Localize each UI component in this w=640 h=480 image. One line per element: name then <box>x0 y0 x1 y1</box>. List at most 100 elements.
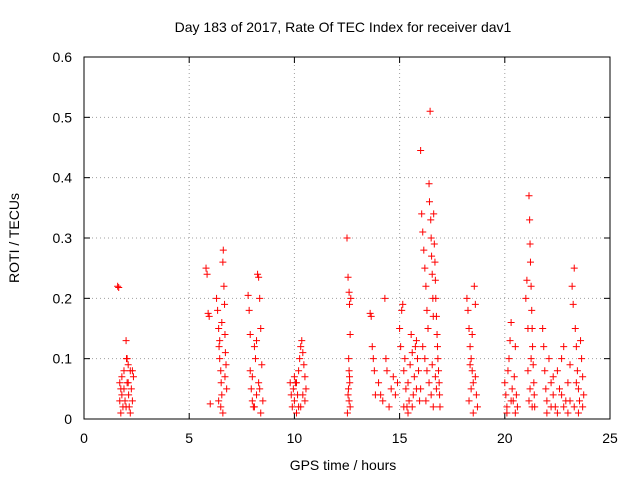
data-point <box>217 379 225 387</box>
data-point <box>573 367 581 375</box>
data-point <box>579 403 587 411</box>
data-point <box>568 282 576 290</box>
data-point <box>366 309 374 317</box>
data-point <box>401 355 409 363</box>
data-point <box>214 306 222 314</box>
data-point <box>524 367 532 375</box>
data-point <box>248 397 256 405</box>
data-point <box>250 343 258 351</box>
x-tick-label: 5 <box>185 430 193 446</box>
data-point <box>346 403 354 411</box>
data-point <box>471 373 479 381</box>
x-tick-label: 0 <box>80 430 88 446</box>
data-point <box>295 367 303 375</box>
y-tick-label: 0.3 <box>53 230 73 246</box>
data-point <box>128 367 136 375</box>
data-point <box>301 397 309 405</box>
data-point <box>547 379 555 387</box>
y-tick-label: 0.2 <box>53 290 73 306</box>
data-point <box>126 409 134 417</box>
data-point <box>408 403 416 411</box>
data-point <box>404 409 412 417</box>
data-point <box>560 403 568 411</box>
data-point <box>463 294 471 302</box>
data-point <box>215 343 223 351</box>
data-point <box>431 373 439 381</box>
data-point <box>221 349 229 357</box>
data-point <box>528 306 536 314</box>
data-point <box>246 367 254 375</box>
data-point <box>580 391 588 399</box>
data-point <box>428 270 436 278</box>
data-point <box>222 361 230 369</box>
axis-ticks: 0 5 10 15 20 25 0 0.1 0.2 0.3 0.4 0.5 0.6 <box>53 49 618 446</box>
data-point <box>254 270 262 278</box>
data-point <box>247 385 255 393</box>
data-point <box>217 367 225 375</box>
data-point <box>472 391 480 399</box>
data-point <box>435 379 443 387</box>
data-point <box>423 306 431 314</box>
data-point <box>202 264 210 272</box>
data-point <box>570 264 578 272</box>
data-point <box>425 379 433 387</box>
data-point <box>219 258 227 266</box>
data-point <box>468 367 476 375</box>
data-point <box>383 367 391 375</box>
data-point <box>408 349 416 357</box>
data-point <box>346 379 354 387</box>
data-point <box>436 403 444 411</box>
data-point <box>218 318 226 326</box>
data-point <box>507 318 515 326</box>
data-point <box>430 210 438 218</box>
data-point <box>502 391 510 399</box>
data-point <box>431 276 439 284</box>
data-point <box>553 367 561 375</box>
data-point <box>421 355 429 363</box>
y-tick-label: 0 <box>64 411 72 427</box>
data-point <box>393 379 401 387</box>
data-point <box>469 409 477 417</box>
data-point <box>404 379 412 387</box>
data-point <box>577 337 585 345</box>
data-point <box>425 198 433 206</box>
data-point <box>574 385 582 393</box>
data-point <box>529 361 537 369</box>
data-point <box>530 379 538 387</box>
data-point <box>470 282 478 290</box>
x-tick-label: 15 <box>392 430 408 446</box>
y-tick-label: 0.6 <box>53 49 73 65</box>
data-point <box>556 385 564 393</box>
data-point <box>578 355 586 363</box>
data-points <box>114 107 588 417</box>
data-point <box>345 367 353 375</box>
data-point <box>526 385 534 393</box>
data-point <box>387 385 395 393</box>
data-point <box>367 312 375 320</box>
data-point <box>529 343 537 351</box>
data-point <box>427 216 435 224</box>
data-point <box>501 379 509 387</box>
data-point <box>122 337 130 345</box>
data-point <box>528 325 536 332</box>
data-point <box>420 246 428 254</box>
data-point <box>288 403 296 411</box>
data-point <box>526 240 534 248</box>
data-point <box>426 107 434 115</box>
data-point <box>293 409 301 417</box>
data-point <box>553 409 561 417</box>
data-point <box>410 373 418 381</box>
data-point <box>257 325 265 332</box>
data-point <box>505 355 513 363</box>
data-point <box>344 273 352 281</box>
data-point <box>419 228 427 236</box>
data-point <box>523 276 531 284</box>
data-point <box>507 397 515 405</box>
data-point <box>221 373 229 381</box>
data-point <box>398 306 406 314</box>
data-point <box>215 325 223 332</box>
data-point <box>385 403 393 411</box>
data-point <box>129 373 137 381</box>
data-point <box>391 391 399 399</box>
